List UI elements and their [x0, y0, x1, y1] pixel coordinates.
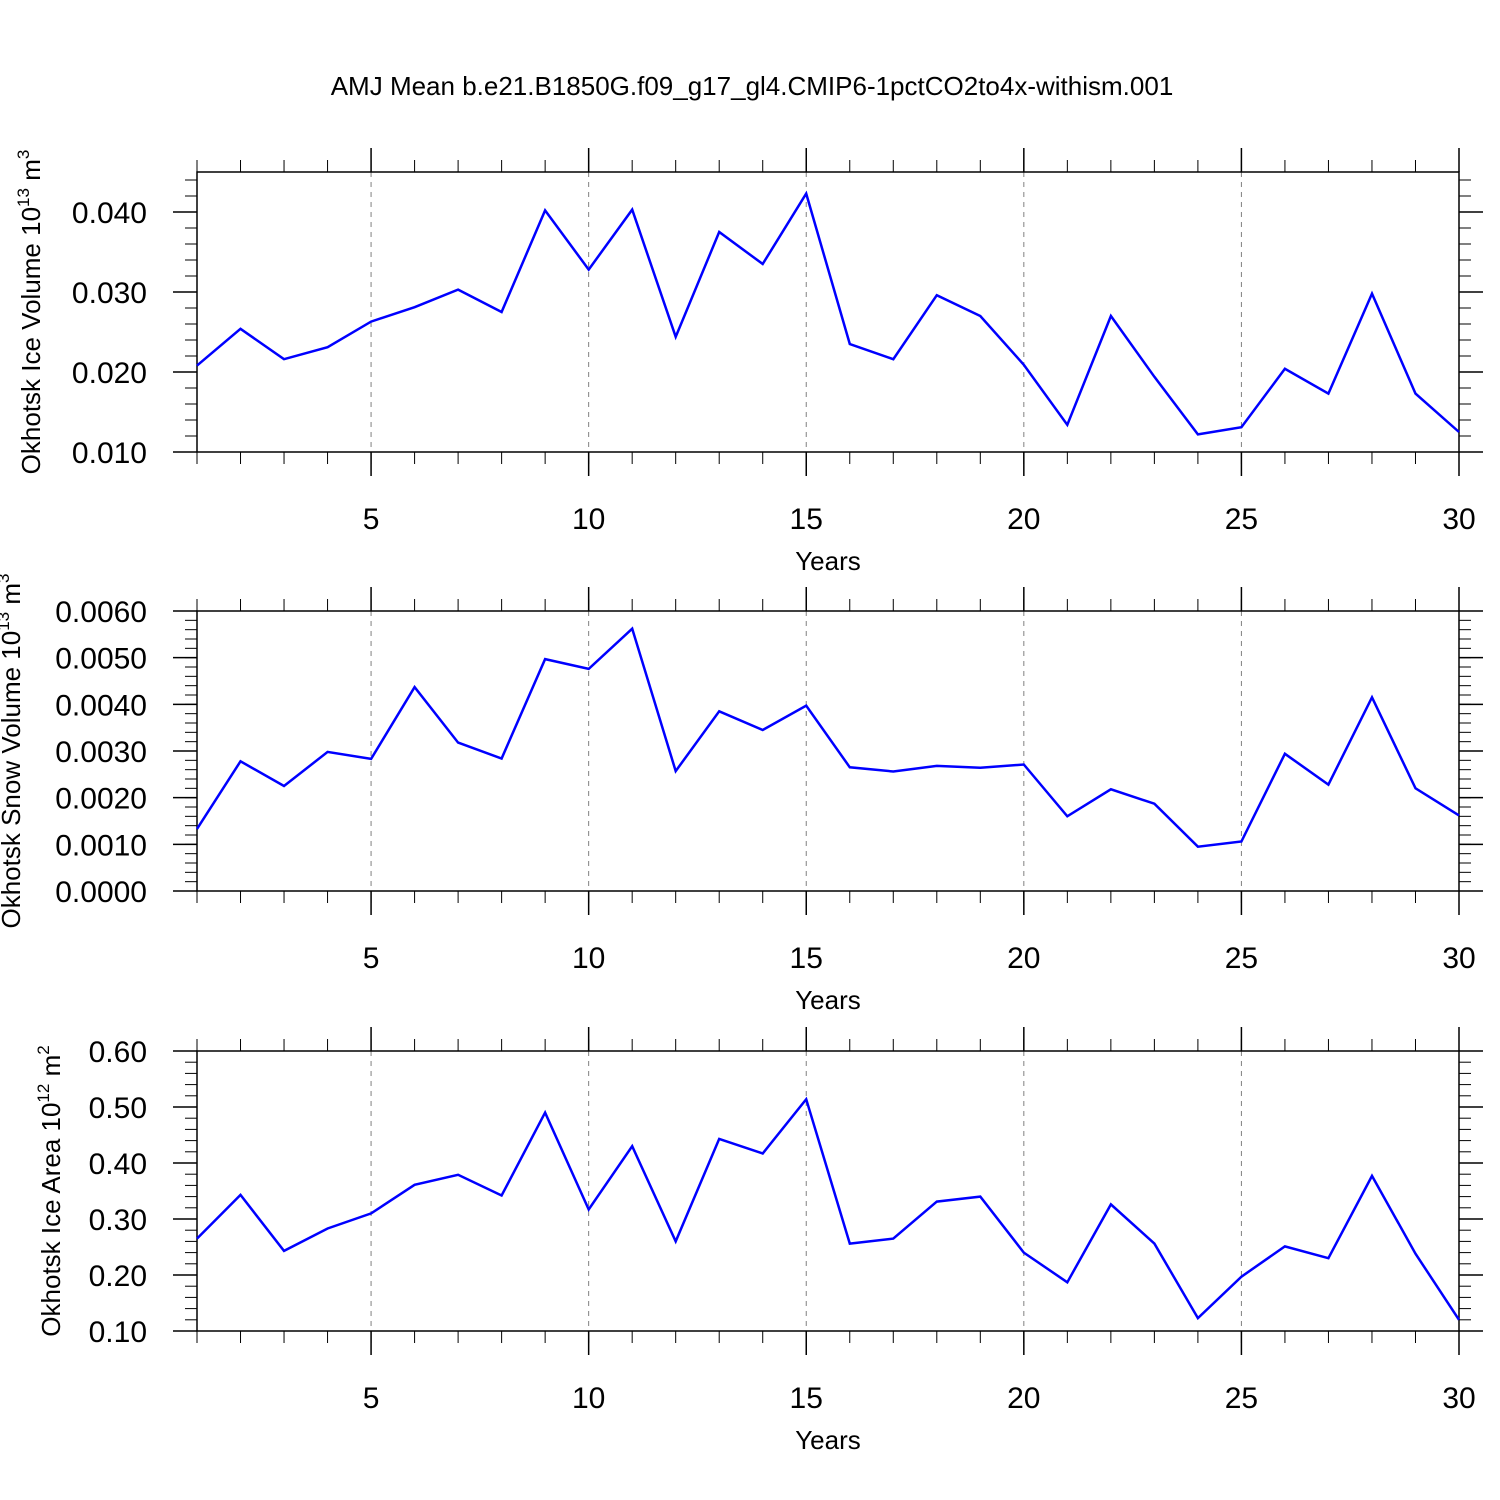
x-tick-label: 20 — [1007, 942, 1040, 975]
y-tick-label: 0.020 — [72, 357, 147, 390]
x-tick-label: 30 — [1442, 1382, 1475, 1415]
series-line — [196, 1096, 1461, 1321]
panel-snow-volume: 5 10 15 20 25 30 0.0000 0.0010 0.0020 0.0030 0.004… — [0, 574, 1483, 1015]
y-axis-label: Okhotsk Snow Volume 1013 m3 — [0, 574, 26, 929]
figure-title: AMJ Mean b.e21.B1850G.f09_g17_gl4.CMIP6-… — [331, 71, 1174, 101]
x-tick-label: 5 — [363, 1382, 380, 1415]
y-tick-label: 0.040 — [72, 197, 147, 230]
panel-ice-volume: 5 10 15 20 25 30 0.010 0.020 0.030 0.040 Years Ok… — [14, 148, 1483, 576]
y-axis-label-text: Okhotsk Ice Area 10 — [36, 1103, 66, 1337]
plot-area: 5 10 15 20 25 30 0.010 0.020 0.030 0.040 — [72, 148, 1483, 536]
y-tick-label: 0.030 — [72, 277, 147, 310]
y-axis-label: Okhotsk Ice Volume 1013 m3 — [14, 150, 46, 475]
y-axis-label-text: Okhotsk Snow Volume 10 — [0, 631, 26, 929]
x-tick-label: 30 — [1442, 503, 1475, 536]
series-line — [196, 190, 1460, 436]
y-axis-label-unit: m — [0, 583, 26, 612]
y-axis-label-exponent: 13 — [14, 188, 33, 207]
x-axis-label: Years — [795, 546, 861, 576]
x-tick-label: 20 — [1007, 503, 1040, 536]
series-line — [195, 626, 1460, 849]
x-tick-label: 15 — [790, 942, 823, 975]
y-tick-label: 0.010 — [72, 437, 147, 470]
y-axis-label: Okhotsk Ice Area 1012 m2 — [34, 1045, 66, 1336]
y-tick-label: 0.0010 — [55, 829, 147, 862]
y-tick-label: 0.0030 — [55, 736, 147, 769]
x-axis-label: Years — [795, 1425, 861, 1455]
y-axis-label-unit: m — [16, 159, 46, 188]
x-tick-label: 15 — [790, 1382, 823, 1415]
y-tick-label: 0.0020 — [55, 783, 147, 816]
y-axis-label-exponent: 12 — [34, 1084, 53, 1103]
y-axis-label-unit-exponent: 3 — [0, 574, 13, 583]
y-tick-label: 0.40 — [89, 1148, 147, 1181]
plot-frame — [196, 610, 1460, 892]
plot-frame — [196, 1050, 1460, 1332]
plot-area: 5 10 15 20 25 30 0.0000 0.0010 0.0020 0.0030 0.004… — [55, 587, 1483, 975]
y-axis-label-exponent: 13 — [0, 612, 13, 631]
y-tick-label: 0.60 — [89, 1036, 147, 1069]
y-tick-label: 0.30 — [89, 1204, 147, 1237]
x-axis-label: Years — [795, 985, 861, 1015]
x-tick-label: 25 — [1225, 1382, 1258, 1415]
y-axis-label-unit-exponent: 2 — [34, 1045, 53, 1054]
y-tick-label: 0.0040 — [55, 689, 147, 722]
x-tick-label: 25 — [1225, 942, 1258, 975]
y-axis-label-unit-exponent: 3 — [14, 150, 33, 159]
y-tick-label: 0.50 — [89, 1092, 147, 1125]
x-tick-label: 15 — [790, 503, 823, 536]
x-tick-label: 10 — [572, 942, 605, 975]
x-tick-label: 25 — [1225, 503, 1258, 536]
x-tick-label: 30 — [1442, 942, 1475, 975]
y-tick-label: 0.10 — [89, 1316, 147, 1349]
y-axis-label-text: Okhotsk Ice Volume 10 — [16, 207, 46, 474]
panel-ice-area: 5 10 15 20 25 30 0.10 0.20 0.30 0.40 0.50 0.60 Year… — [34, 1027, 1483, 1455]
x-tick-label: 20 — [1007, 1382, 1040, 1415]
y-tick-label: 0.0050 — [55, 643, 147, 676]
x-tick-label: 10 — [572, 1382, 605, 1415]
x-tick-label: 5 — [363, 942, 380, 975]
y-axis-label-unit: m — [36, 1055, 66, 1084]
y-tick-label: 0.0060 — [55, 596, 147, 629]
y-tick-label: 0.0000 — [55, 876, 147, 909]
plot-frame — [196, 171, 1460, 453]
plot-area: 5 10 15 20 25 30 0.10 0.20 0.30 0.40 0.50 0.60 — [89, 1027, 1483, 1415]
x-tick-label: 5 — [363, 503, 380, 536]
x-tick-label: 10 — [572, 503, 605, 536]
y-tick-label: 0.20 — [89, 1260, 147, 1293]
